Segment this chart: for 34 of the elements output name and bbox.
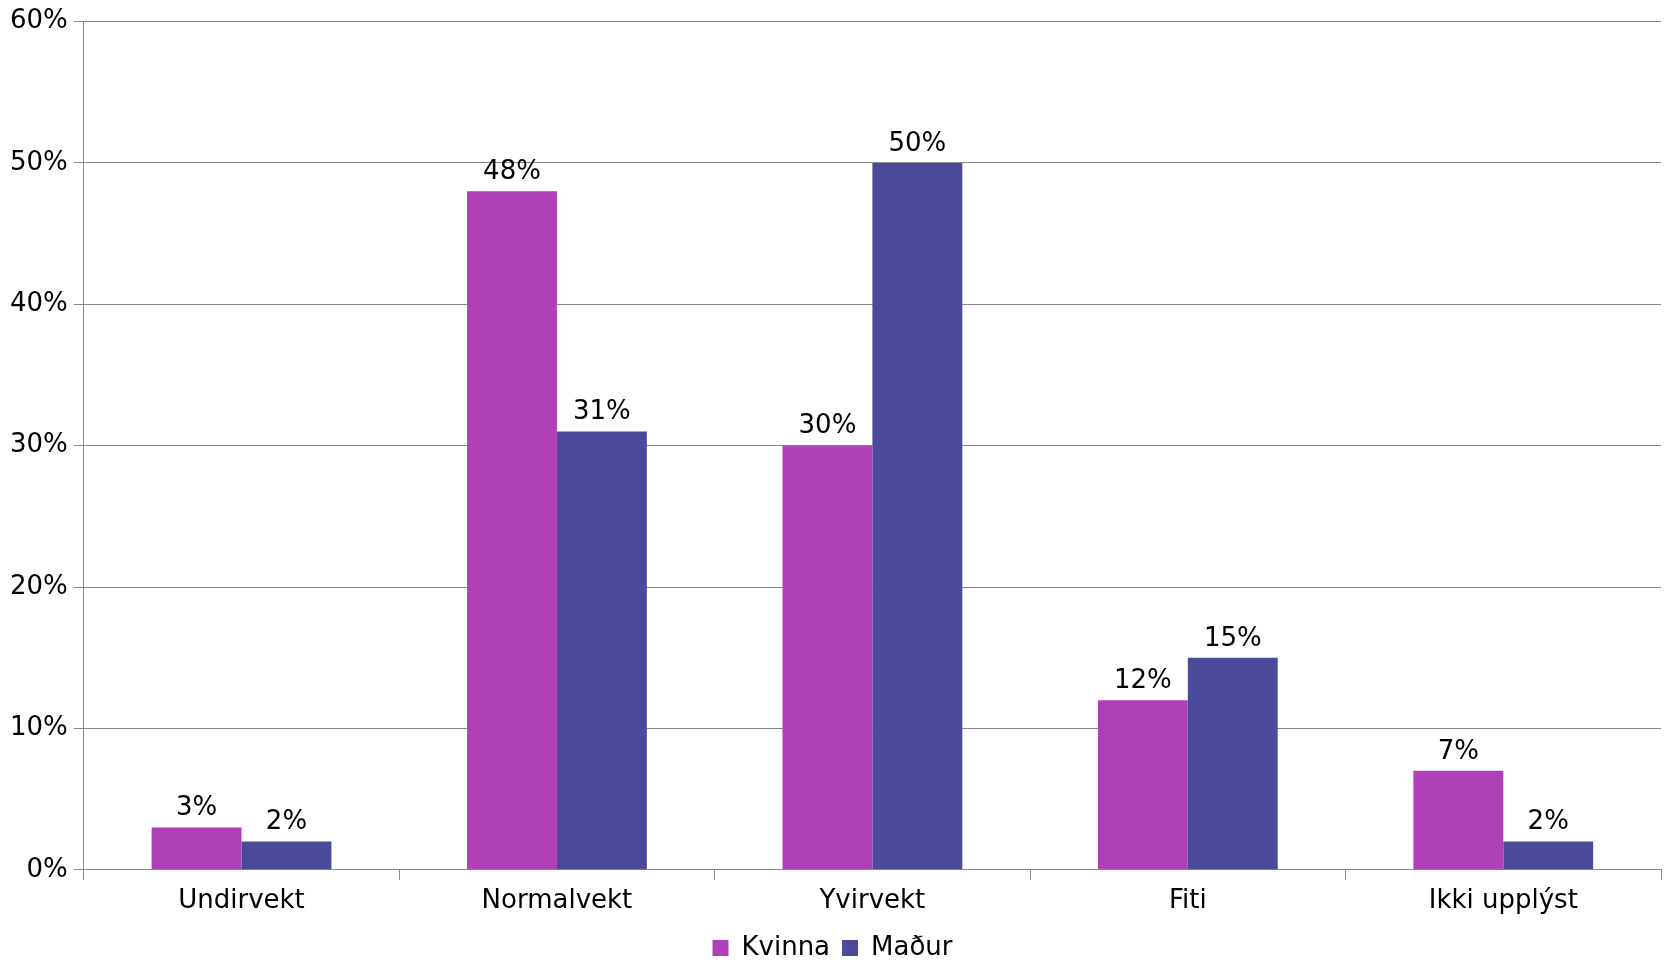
bar [151, 827, 242, 870]
bar [1503, 841, 1594, 870]
x-tick-label: Yvirvekt [818, 884, 926, 915]
bar [1413, 770, 1504, 870]
y-tick-label: 60% [9, 4, 68, 35]
bar [467, 191, 557, 870]
data-label: 30% [798, 409, 857, 440]
data-label: 48% [483, 154, 541, 185]
bar [1097, 700, 1188, 870]
data-label: 12% [1113, 663, 1172, 694]
data-label: 15% [1203, 621, 1262, 652]
data-label: 2% [265, 805, 308, 836]
bar [1187, 657, 1278, 870]
legend-label: Maður [871, 930, 953, 961]
bar [872, 162, 963, 870]
data-label: 31% [573, 395, 631, 426]
bar [782, 445, 873, 870]
x-tick-label: Undirvekt [178, 884, 305, 915]
data-label: 3% [175, 791, 218, 822]
x-tick-label: Fiti [1168, 884, 1207, 915]
y-tick-label: 10% [9, 711, 68, 742]
y-tick-label: 30% [9, 428, 68, 459]
bar [241, 841, 332, 870]
data-label: 7% [1437, 734, 1479, 765]
y-tick-label: 20% [9, 569, 68, 600]
x-tick-label: Ikki upplýst [1428, 884, 1578, 915]
data-label: 50% [888, 126, 947, 157]
y-tick-label: 50% [9, 145, 68, 176]
y-tick-label: 40% [9, 287, 68, 318]
data-label: 2% [1527, 805, 1569, 836]
bar [556, 431, 647, 870]
y-tick-label: 0% [26, 852, 68, 883]
x-tick-label: Normalvekt [481, 884, 633, 915]
legend-label: Kvinna [741, 930, 831, 961]
